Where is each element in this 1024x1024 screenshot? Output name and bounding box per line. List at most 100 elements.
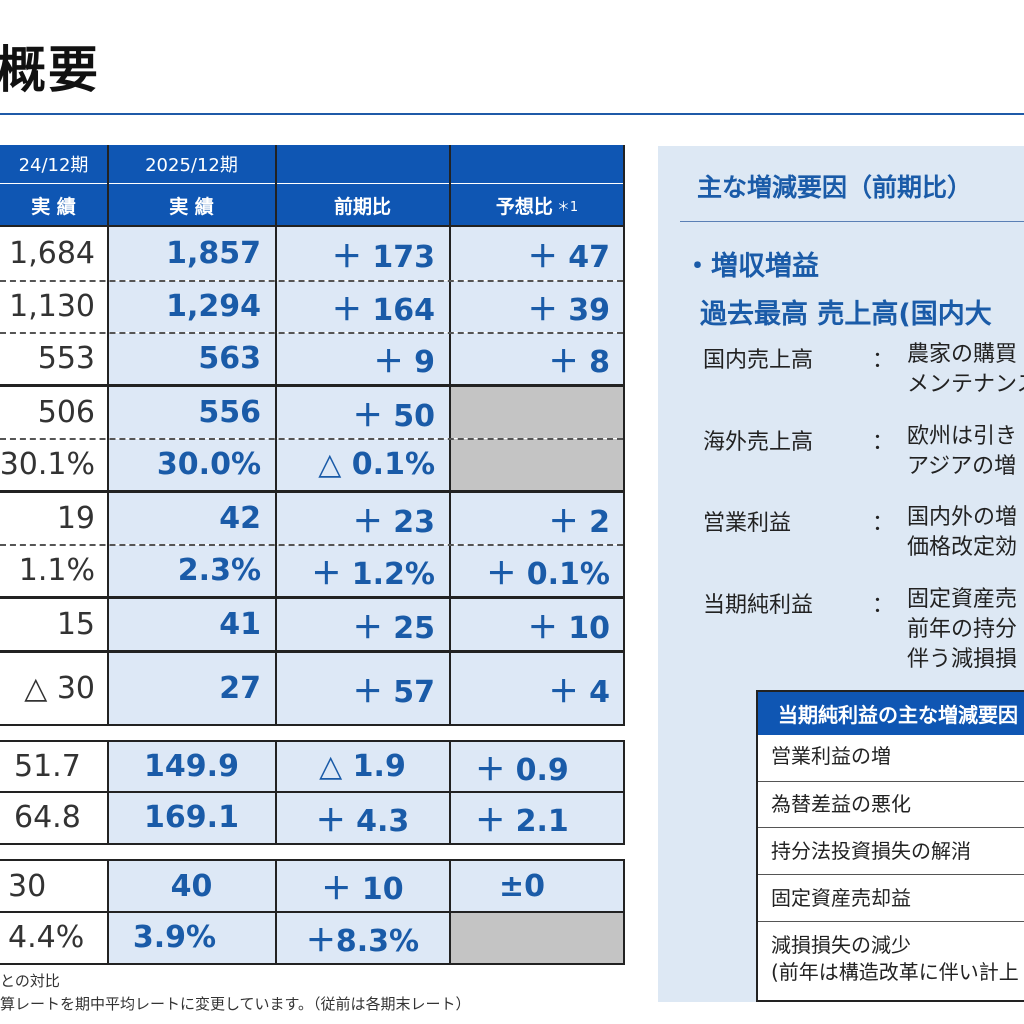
header-cur-actual: 実 績	[108, 184, 275, 226]
cell-forecast-empty	[450, 387, 624, 438]
grid-line	[0, 740, 625, 742]
cell-yoy: ＋ 10	[276, 861, 449, 911]
net-income-factor-row: 為替差益の悪化	[758, 781, 1024, 827]
grid-line	[107, 741, 109, 845]
header-prev-period: 24/12期	[0, 145, 107, 183]
cell-yoy: ＋ 25	[276, 599, 449, 650]
cell-prev: △ 30	[0, 653, 107, 724]
cell-prev: 30.1%	[0, 439, 107, 490]
cell-forecast: ＋ 2	[450, 493, 624, 544]
net-income-factor-row: 持分法投資損失の解消	[758, 827, 1024, 874]
cell-prev: 51.7	[0, 742, 107, 791]
factor-desc-line: 欧州は引き	[907, 424, 1018, 449]
cell-yoy: ＋ 23	[276, 493, 449, 544]
grid-line	[0, 859, 625, 861]
cell-yoy: ＋ 50	[276, 387, 449, 438]
factor-desc-line: メンテナンス	[907, 372, 1024, 397]
factor-desc: 欧州は引き アジアの増	[907, 422, 1017, 482]
cell-yoy: ＋8.3%	[276, 912, 449, 963]
cell-forecast: ＋ 0.9	[450, 742, 624, 791]
title-divider	[0, 113, 1024, 115]
factor-desc-line: アジアの増	[907, 454, 1017, 479]
cell-prev: 1.1%	[0, 545, 107, 596]
grid-line-dashed	[0, 280, 623, 282]
cell-cur: 556	[108, 387, 275, 438]
cell-cur: 42	[108, 493, 275, 544]
page-title: 概要	[0, 41, 100, 99]
grid-line	[107, 145, 109, 725]
grid-line	[0, 650, 625, 653]
cell-prev: 30	[0, 861, 107, 911]
grid-line-dashed	[0, 332, 623, 334]
cell-cur: 27	[108, 653, 275, 724]
cell-yoy: ＋ 173	[276, 227, 449, 280]
net-income-factor-row: 固定資産売却益	[758, 874, 1024, 921]
header-blank-yoy	[276, 145, 449, 183]
grid-line	[0, 791, 625, 793]
cell-prev: 19	[0, 493, 107, 544]
grid-line	[0, 225, 625, 227]
grid-line	[0, 384, 625, 387]
cell-prev: 64.8	[0, 792, 107, 843]
cell-cur: 30.0%	[108, 439, 275, 490]
grid-line	[0, 596, 625, 599]
cell-forecast: ＋ 47	[450, 227, 624, 280]
factors-bullet: ・増収増益	[684, 251, 819, 282]
cell-forecast: ±0	[450, 861, 624, 911]
grid-line	[0, 911, 625, 913]
grid-line	[0, 963, 625, 965]
net-income-factor-row: 営業利益の増	[771, 744, 891, 768]
footnote-2: 算レートを期中平均レートに変更しています。（従前は各期末レート）	[0, 995, 471, 1013]
grid-line	[275, 741, 277, 845]
factor-desc-line: 伴う減損損	[907, 647, 1018, 672]
header-note-mark: ＊1	[556, 199, 579, 215]
header-prev-actual: 実 績	[0, 184, 107, 226]
factor-colon: ：	[872, 348, 895, 373]
grid-line-dashed	[0, 544, 623, 546]
cell-cur: 169.1	[108, 792, 275, 843]
header-yoy: 前期比	[276, 184, 449, 226]
cell-cur: 40	[108, 861, 275, 911]
cell-cur: 149.9	[108, 742, 275, 791]
cell-yoy: △ 1.9	[276, 742, 449, 791]
footnote-1: との対比	[0, 972, 60, 990]
factor-label: 営業利益	[703, 511, 792, 536]
factors-subhead: 過去最高 売上高(国内大	[700, 299, 992, 330]
factor-colon: ：	[872, 511, 895, 536]
factor-desc: 国内外の増 価格改定効	[907, 503, 1017, 563]
grid-line	[623, 741, 625, 845]
cell-forecast: ＋ 39	[450, 281, 624, 332]
cell-yoy: ＋ 1.2%	[276, 545, 449, 596]
header-vs-forecast-label: 予想比	[495, 195, 553, 218]
factor-desc-line: 農家の購買	[907, 342, 1018, 367]
cell-forecast: ＋ 2.1	[450, 792, 624, 843]
factor-desc-line: 固定資産売	[907, 587, 1018, 612]
factor-label: 海外売上高	[703, 430, 814, 455]
cell-prev: 15	[0, 599, 107, 650]
header-cur-period: 2025/12期	[108, 145, 275, 183]
cell-cur: 2.3%	[108, 545, 275, 596]
grid-line	[449, 741, 451, 845]
net-income-factor-row: 減損損失の減少 (前年は構造改革に伴い計上	[758, 921, 1024, 1000]
cell-yoy: ＋ 9	[276, 333, 449, 384]
cell-yoy: ＋ 4.3	[276, 792, 449, 843]
grid-line	[0, 843, 625, 845]
factor-desc-line: 価格改定効	[907, 535, 1018, 560]
cell-prev: 1,684	[0, 227, 107, 280]
grid-line	[449, 145, 451, 725]
factor-desc: 農家の購買 メンテナンス	[907, 340, 1024, 400]
cell-forecast: ＋ 0.1%	[450, 545, 624, 596]
factor-label: 国内売上高	[703, 348, 814, 373]
net-income-factors-box	[756, 690, 1024, 1002]
cell-forecast-empty	[450, 912, 624, 963]
cell-cur: 1,857	[108, 227, 275, 280]
cell-cur: 41	[108, 599, 275, 650]
cell-prev: 4.4%	[0, 912, 107, 963]
grid-line	[275, 145, 277, 725]
cell-yoy: ＋ 164	[276, 281, 449, 332]
factors-divider	[680, 221, 1024, 222]
grid-line	[0, 724, 625, 726]
factor-colon: ：	[872, 593, 895, 618]
net-income-factor-line: 減損損失の減少	[771, 933, 911, 957]
header-blank-forecast	[450, 145, 624, 183]
